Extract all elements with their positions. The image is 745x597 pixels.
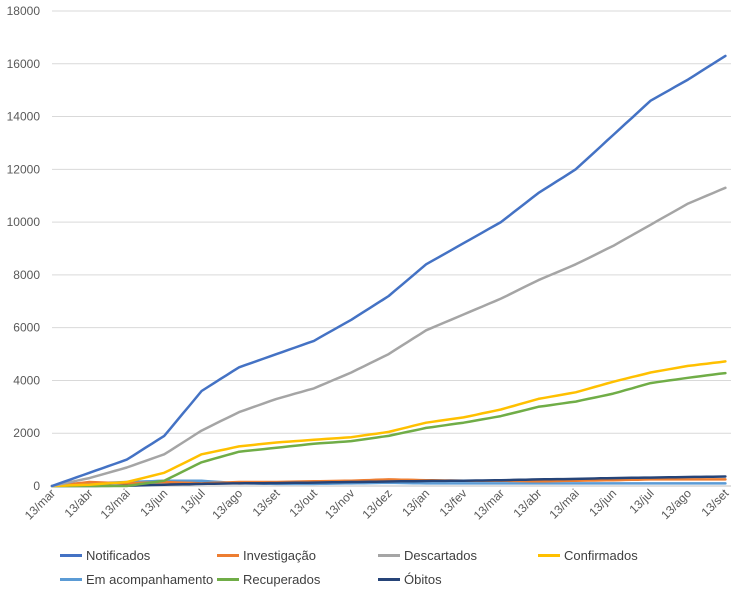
y-tick-label: 10000 [7,215,41,229]
legend-label: Recuperados [243,572,321,587]
legend-item: Descartados [378,548,477,563]
legend-swatch [378,554,400,557]
legend-label: Em acompanhamento [86,572,214,587]
x-tick-label: 13/jun [137,486,170,519]
legend-swatch [538,554,560,557]
x-tick-label: 13/out [286,486,320,520]
x-tick-label: 13/ago [658,486,694,522]
series-line-investiga-o [50,478,727,488]
x-tick-label: 13/ago [209,486,245,522]
x-tick-label: 13/jun [586,486,619,519]
y-tick-label: 8000 [13,268,40,282]
series-line-descartados [50,186,727,488]
x-tick-label: 13/mai [98,486,133,521]
x-tick-label: 13/abr [510,486,544,520]
legend-label: Investigação [243,548,316,563]
legend-row-1: Notificados Investigação Descartados Confir… [60,548,740,572]
x-tick-label: 13/mai [546,486,581,521]
y-tick-label: 4000 [13,373,40,387]
y-tick-label: 16000 [7,57,41,71]
x-tick-label: 13/fev [437,486,470,519]
x-tick-label: 13/abr [62,486,96,520]
legend-item: Em acompanhamento [60,572,213,587]
x-tick-label: 13/dez [359,486,394,521]
x-tick-label: 13/mar [471,486,507,522]
legend-item: Óbitos [378,572,442,587]
x-tick-label: 13/nov [322,486,357,521]
y-tick-label: 18000 [7,4,41,18]
legend-item: Recuperados [217,572,320,587]
legend-swatch [60,578,82,581]
legend-item: Notificados [60,548,150,563]
series-line-recuperados [50,371,727,488]
legend-item: Investigação [217,548,316,563]
y-axis-tick-labels: 0 2000 4000 6000 8000 10000 12000 14000 16000 180… [7,4,41,493]
x-tick-label: 13/jan [399,486,432,519]
series-line-notificados [50,54,727,488]
legend-label: Óbitos [404,572,442,587]
legend-swatch [217,554,239,557]
x-tick-label: 13/jul [627,486,657,516]
x-tick-label: 13/set [250,486,283,519]
legend-swatch [60,554,82,557]
legend: Notificados Investigação Descartados Confir… [60,548,740,596]
y-tick-label: 6000 [13,321,40,335]
series-line-confirmados [50,360,727,488]
series-lines [50,54,727,488]
y-tick-label: 14000 [7,110,41,124]
x-axis-tick-labels: 13/mar 13/abr 13/mai 13/jun 13/jul 13/ago 13/s… [22,486,732,523]
series-line--bitos [50,475,727,488]
y-tick-label: 12000 [7,162,41,176]
x-tick-label: 13/set [698,486,731,519]
legend-row-2: Em acompanhamento Recuperados Óbitos [60,572,740,596]
legend-label: Notificados [86,548,151,563]
gridlines [52,10,731,487]
legend-label: Descartados [404,548,477,563]
y-tick-label: 2000 [13,426,40,440]
x-tick-label: 13/jul [178,486,208,516]
y-tick-label: 0 [33,479,40,493]
legend-label: Confirmados [564,548,638,563]
legend-swatch [217,578,239,581]
legend-swatch [378,578,400,581]
legend-item: Confirmados [538,548,638,563]
